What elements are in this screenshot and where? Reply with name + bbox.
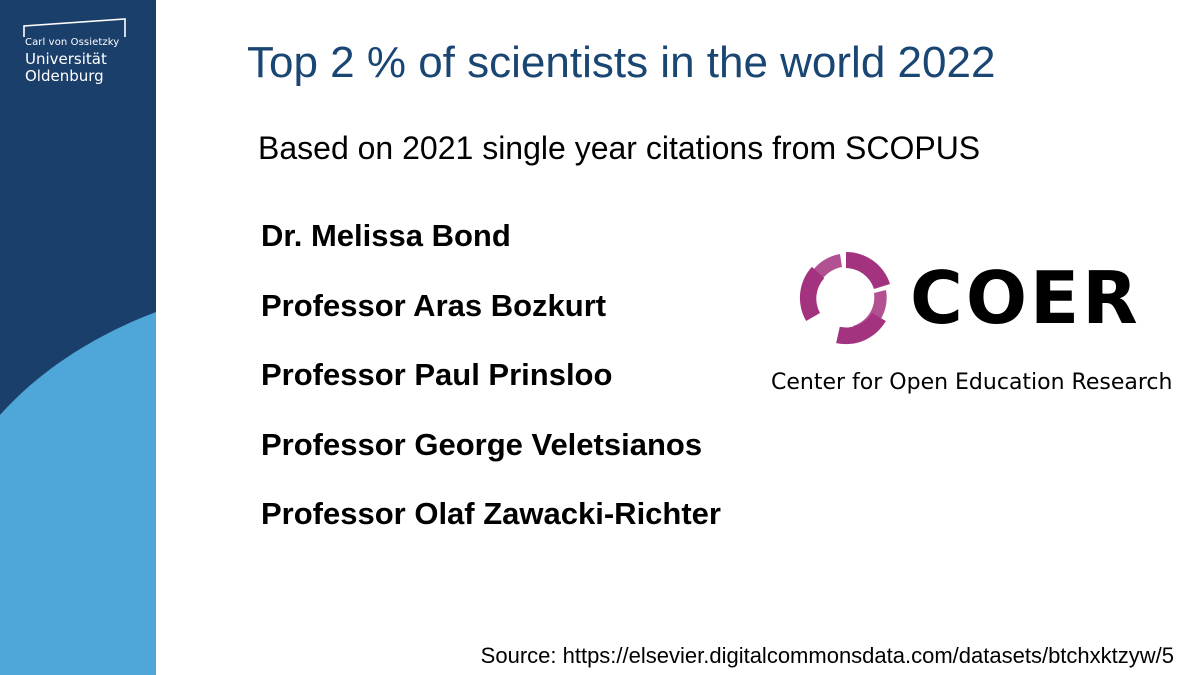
sidebar-decoration: Carl von Ossietzky Universität Oldenburg [0,0,156,675]
slide-title: Top 2 % of scientists in the world 2022 [247,38,996,87]
source-citation: Source: https://elsevier.digitalcommonsd… [480,643,1174,668]
logo-frame-icon [23,18,126,37]
university-logo-line2: Universität [25,50,107,68]
university-logo-line1: Carl von Ossietzky [25,37,120,48]
scientist-list: Dr. Melissa Bond Professor Aras Bozkurt … [261,216,721,564]
sidebar-background [0,0,156,675]
coer-tagline: Center for Open Education Research [771,370,1173,395]
slide-subtitle: Based on 2021 single year citations from… [258,130,981,166]
scientist-name: Dr. Melissa Bond [261,218,511,253]
coer-wordmark: COER [910,256,1141,340]
university-logo-line3: Oldenburg [25,67,104,85]
coer-logo: COER Center for Open Education Research [770,248,1180,408]
scientist-name: Professor Aras Bozkurt [261,287,607,323]
scientist-name: Professor George Veletsianos [261,426,703,462]
scientist-name: Professor Paul Prinsloo [261,357,613,392]
scientist-name: Professor Olaf Zawacki-Richter [261,496,721,531]
coer-swirl-icon [799,251,890,345]
